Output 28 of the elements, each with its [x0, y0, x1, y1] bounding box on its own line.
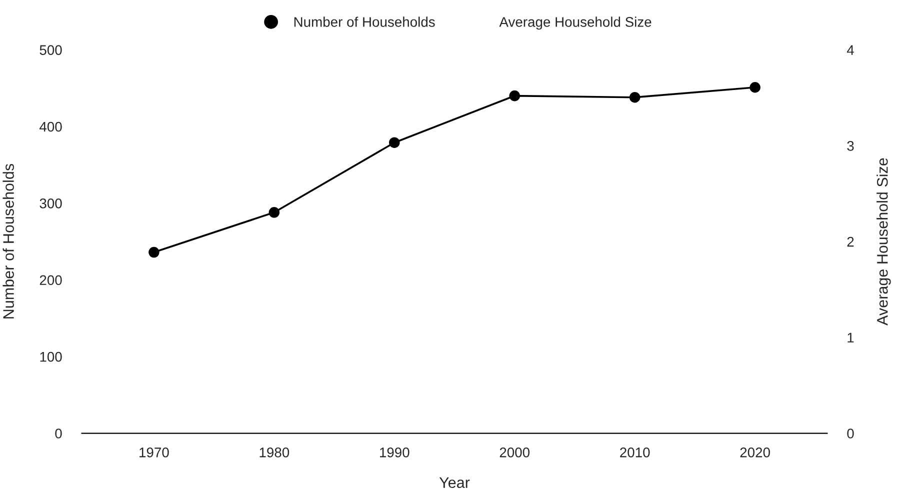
point [389, 137, 400, 148]
y-tick-label: 100 [40, 352, 62, 362]
x-tick-label: 2020 [740, 448, 770, 458]
text: Average Household Size [499, 16, 652, 30]
point [268, 207, 280, 218]
y2-tick-label: 0 [847, 428, 854, 438]
point [750, 82, 760, 93]
x-axis-title: Year [439, 477, 470, 488]
y2-tick-label: 3 [847, 141, 854, 151]
y2-tick-label: 2 [847, 236, 854, 247]
y-tick-label: 400 [40, 122, 62, 132]
y-tick-label: 200 [40, 275, 62, 286]
y-tick-label: 0 [55, 428, 62, 438]
y2-axis-title: Average Household Size [876, 158, 891, 326]
y-axis-title: Number of Households [2, 164, 14, 318]
y2-tick-label: 1 [848, 332, 854, 342]
y2-tick-label: 4 [846, 45, 854, 55]
point [148, 246, 160, 258]
legend-label: Number of Households [294, 16, 435, 27]
y-tick-label: 300 [40, 198, 62, 208]
x-tick-label: 2010 [620, 448, 650, 458]
point [509, 90, 520, 102]
x-tick-label: 2000 [500, 448, 530, 458]
y-tick-label: 500 [40, 45, 62, 55]
x-tick-label: 1970 [140, 448, 169, 458]
x-tick-label: 1990 [380, 448, 410, 458]
x-tick-label: 1980 [260, 448, 290, 458]
point [629, 92, 640, 103]
